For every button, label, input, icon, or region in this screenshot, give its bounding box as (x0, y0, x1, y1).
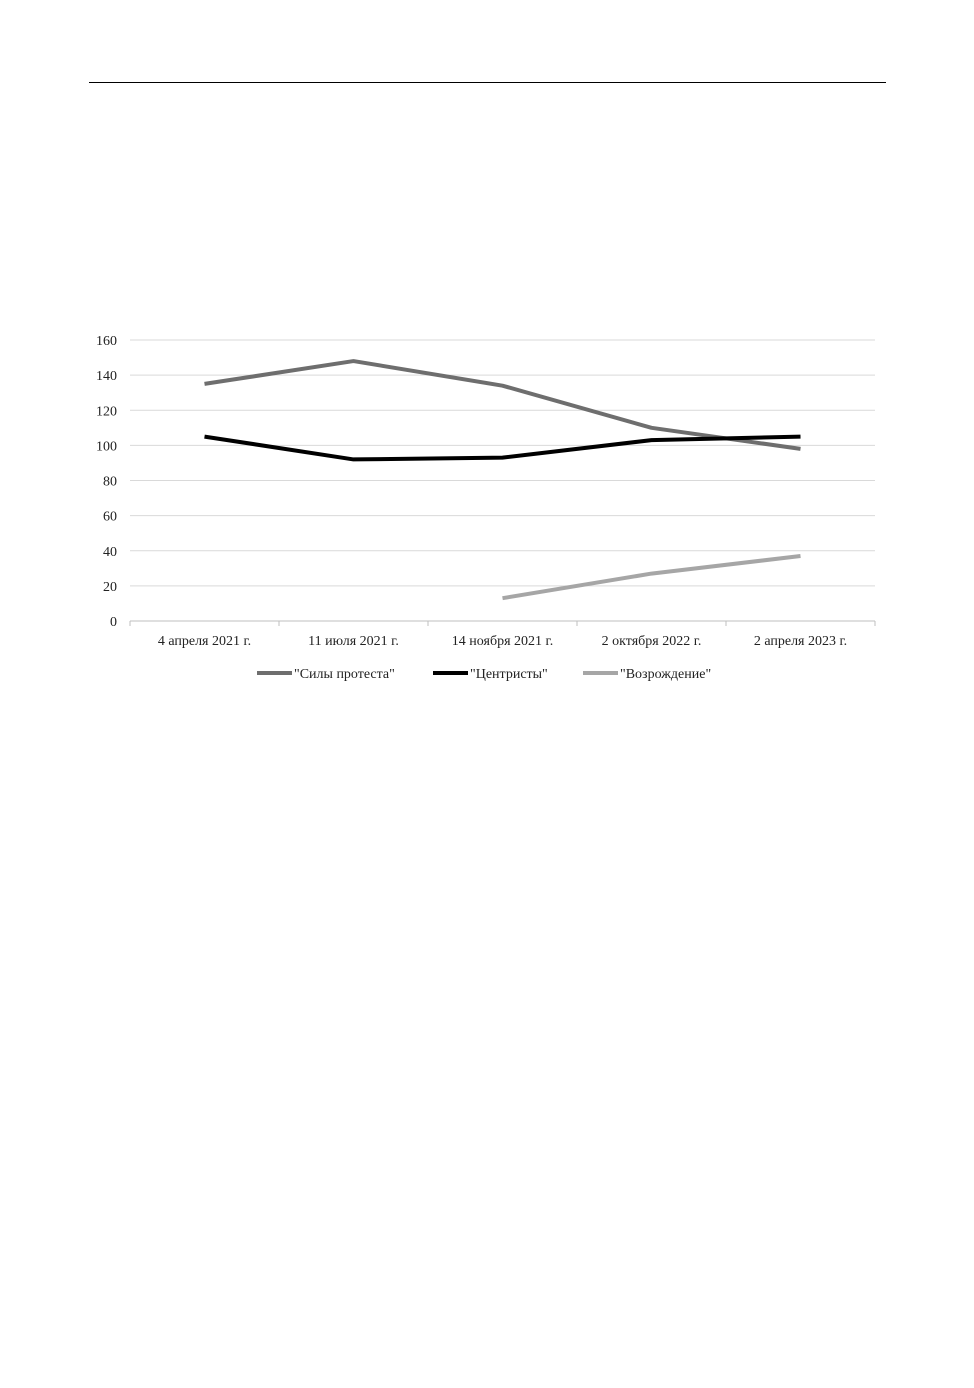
x-tick-label: 11 июля 2021 г. (308, 634, 399, 649)
x-tick-label: 2 апреля 2023 г. (754, 634, 847, 649)
y-tick-label: 40 (103, 545, 117, 560)
y-tick-label: 80 (103, 475, 117, 490)
header-rule (89, 82, 886, 83)
x-tick-label: 4 апреля 2021 г. (158, 634, 251, 649)
y-tick-label: 140 (96, 369, 117, 384)
legend-label: "Силы протеста" (294, 667, 395, 682)
series-line-2 (502, 554, 801, 601)
series-line-0 (204, 359, 801, 451)
legend-label: "Центристы" (470, 667, 548, 682)
x-tick-label: 2 октября 2022 г. (602, 634, 702, 649)
y-tick-label: 160 (96, 334, 117, 349)
x-tick-label: 14 ноября 2021 г. (452, 634, 553, 649)
y-tick-label: 20 (103, 580, 117, 595)
series-line-1 (204, 434, 801, 462)
y-tick-label: 100 (96, 439, 117, 454)
y-tick-label: 0 (110, 615, 117, 630)
legend-label: "Возрождение" (620, 667, 711, 682)
y-tick-label: 120 (96, 404, 117, 419)
y-tick-label: 60 (103, 510, 117, 525)
